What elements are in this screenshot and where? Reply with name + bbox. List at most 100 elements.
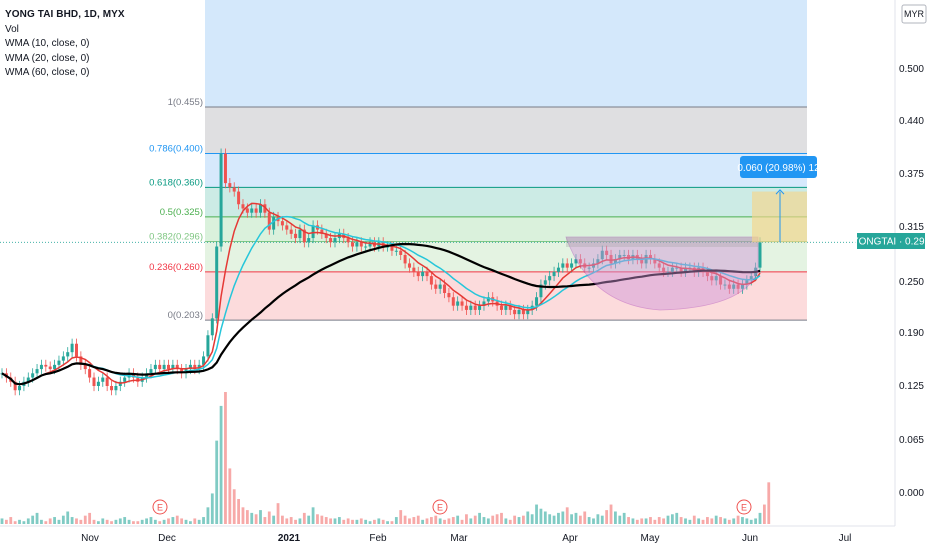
legend-wma10[interactable]: WMA (10, close, 0) bbox=[5, 38, 90, 49]
candle-body bbox=[657, 263, 661, 268]
candle-body bbox=[745, 280, 749, 285]
candle-body bbox=[324, 233, 328, 239]
y-tick-label: 0.440 bbox=[899, 116, 924, 127]
candle-body bbox=[648, 254, 652, 260]
candle-body bbox=[399, 250, 403, 255]
candle-body bbox=[535, 297, 539, 306]
volume-bar bbox=[294, 519, 297, 524]
volume-bar bbox=[710, 518, 714, 524]
x-tick-label: Mar bbox=[450, 533, 468, 544]
candle-body bbox=[188, 364, 192, 370]
volume-bar bbox=[670, 514, 674, 524]
candle-body bbox=[92, 377, 96, 386]
volume-bar bbox=[473, 515, 477, 524]
volume-bar bbox=[373, 519, 376, 524]
candle-body bbox=[640, 259, 644, 264]
volume-bar bbox=[758, 512, 762, 524]
candle-body bbox=[543, 280, 547, 285]
fib-extension-zone bbox=[205, 0, 807, 108]
volume-bar bbox=[324, 517, 328, 524]
measure-label-bg bbox=[740, 156, 817, 178]
candle-body bbox=[61, 356, 65, 361]
candle-body bbox=[250, 208, 254, 213]
fib-label-6: 0(0.203) bbox=[168, 310, 203, 321]
candle-body bbox=[70, 343, 74, 353]
symbol-title[interactable]: YONG TAI BHD, 1D, MYX bbox=[5, 9, 125, 20]
candle-body bbox=[118, 381, 122, 386]
candle-body bbox=[517, 309, 521, 315]
x-tick-label: Dec bbox=[158, 533, 176, 544]
candle-body bbox=[105, 377, 109, 386]
volume-bar bbox=[53, 517, 56, 524]
candle-body bbox=[469, 305, 473, 310]
volume-bar bbox=[228, 468, 232, 524]
candle-body bbox=[364, 246, 368, 248]
candle-body bbox=[526, 309, 530, 315]
candle-body bbox=[473, 305, 477, 310]
volume-bar bbox=[543, 511, 547, 524]
volume-bar bbox=[754, 518, 758, 524]
candle-body bbox=[131, 373, 135, 378]
volume-bar bbox=[70, 517, 74, 524]
x-tick-label: Feb bbox=[369, 533, 387, 544]
volume-bar bbox=[486, 518, 490, 524]
candle-body bbox=[193, 364, 197, 370]
candle-body bbox=[565, 263, 569, 268]
candle-body bbox=[403, 254, 407, 264]
y-tick-label: 0.250 bbox=[899, 277, 924, 288]
volume-bar bbox=[605, 510, 609, 524]
volume-bar bbox=[438, 518, 442, 524]
volume-bar bbox=[574, 512, 578, 524]
volume-bar bbox=[425, 518, 429, 524]
legend-wma60[interactable]: WMA (60, close, 0) bbox=[5, 67, 90, 78]
volume-bar bbox=[75, 518, 78, 524]
volume-bar bbox=[688, 519, 692, 524]
volume-bar bbox=[202, 517, 205, 524]
volume-bar bbox=[158, 521, 162, 524]
volume-bar bbox=[79, 519, 83, 524]
volume-bar bbox=[587, 517, 591, 524]
volume-bar bbox=[215, 440, 219, 524]
candle-body bbox=[48, 366, 52, 370]
volume-bar bbox=[482, 517, 486, 524]
volume-bar bbox=[649, 517, 652, 524]
volume-bar bbox=[359, 518, 363, 524]
drawing-overlays[interactable]: 0.060 (20.98%) 12 E E E bbox=[152, 156, 820, 515]
legend-wma20[interactable]: WMA (20, close, 0) bbox=[5, 52, 90, 64]
earnings-marker-1 bbox=[432, 499, 448, 515]
candle-body bbox=[548, 276, 552, 281]
candle-body bbox=[171, 364, 175, 370]
y-tick-label: 0.190 bbox=[899, 328, 924, 339]
candle-body bbox=[561, 263, 565, 268]
candle-body bbox=[749, 276, 753, 281]
candle-body bbox=[684, 267, 688, 272]
volume-bar bbox=[692, 515, 696, 524]
volume-bar bbox=[456, 515, 460, 524]
x-tick-label: Jun bbox=[742, 533, 758, 544]
fib-retracement-zones[interactable]: 1(0.455) 0.786(0.400) 0.618(0.360) 0.5(0.32… bbox=[149, 0, 807, 321]
volume-bar bbox=[749, 519, 753, 524]
volume-bar bbox=[706, 517, 709, 524]
legend-volume[interactable]: Vol bbox=[5, 23, 19, 35]
volume-bar bbox=[136, 521, 140, 524]
volume-bar bbox=[320, 515, 324, 524]
candle-body bbox=[346, 238, 350, 243]
volume-bar bbox=[508, 519, 512, 524]
volume-bar bbox=[600, 515, 604, 524]
candle-body bbox=[710, 276, 714, 281]
x-tick-label: Nov bbox=[81, 533, 99, 544]
candle-body bbox=[44, 364, 48, 367]
volume-bar bbox=[491, 515, 495, 524]
candle-body bbox=[429, 276, 433, 285]
volume-bar bbox=[539, 508, 543, 524]
volume-bar bbox=[105, 519, 109, 524]
candle-body bbox=[613, 259, 617, 264]
fib-zone-0 bbox=[205, 107, 807, 154]
volume-bar bbox=[245, 510, 249, 524]
candle-body bbox=[57, 360, 61, 365]
volume-bar bbox=[127, 519, 131, 524]
candle-body bbox=[329, 238, 333, 243]
volume-bar bbox=[162, 519, 166, 524]
candle-body bbox=[18, 386, 22, 391]
